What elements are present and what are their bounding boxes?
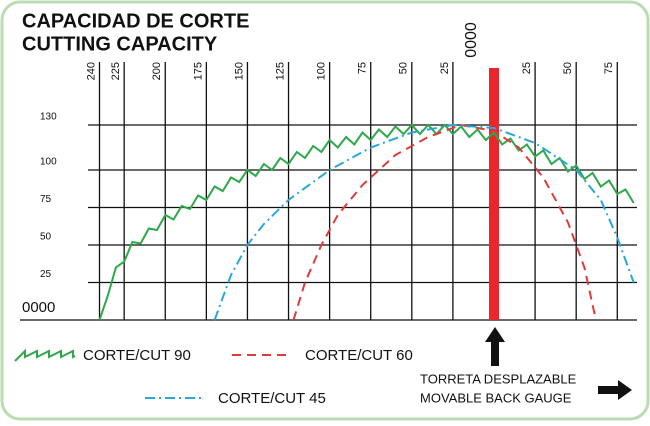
- x-tick-label: 150: [233, 62, 245, 80]
- x-tick-label: 125: [274, 62, 286, 80]
- x-tick-label: 0000: [463, 22, 480, 58]
- gauge-bar: [488, 68, 499, 320]
- x-tick-label: 200: [151, 62, 163, 80]
- x-tick-label: 240: [85, 62, 97, 80]
- x-tick-label: 225: [110, 62, 122, 80]
- annotation: MOVABLE BACK GAUGE: [420, 390, 572, 405]
- x-tick-label: 75: [357, 62, 369, 74]
- y-tick-label: 100: [40, 157, 57, 168]
- chart-subtitle: CUTTING CAPACITY: [22, 33, 218, 55]
- series-line: [213, 123, 635, 321]
- y-tick-label: 25: [40, 269, 52, 280]
- x-tick-label: 50: [398, 62, 410, 74]
- y-tick-label: 0000: [22, 299, 55, 316]
- x-tick-label: 100: [316, 62, 328, 80]
- y-tick-label: 50: [40, 232, 52, 243]
- legend-label: CORTE/CUT 60: [305, 347, 413, 364]
- legend-swatch: [14, 348, 76, 362]
- annotation: TORRETA DESPLAZABLE: [420, 371, 577, 386]
- y-tick-label: 75: [40, 194, 52, 205]
- series-line: [98, 123, 635, 321]
- x-tick-label: 175: [192, 62, 204, 80]
- x-tick-label: 50: [562, 62, 574, 74]
- legend-label: CORTE/CUT 45: [218, 390, 326, 407]
- chart-title: CAPACIDAD DE CORTE: [22, 10, 249, 32]
- arrow-right: [598, 380, 632, 400]
- x-tick-label: 25: [521, 62, 533, 74]
- arrow-up: [485, 327, 505, 366]
- x-tick-label: 75: [603, 62, 615, 74]
- y-tick-label: 130: [40, 112, 57, 123]
- x-tick-label: 25: [439, 62, 451, 74]
- legend-label: CORTE/CUT 90: [83, 347, 191, 364]
